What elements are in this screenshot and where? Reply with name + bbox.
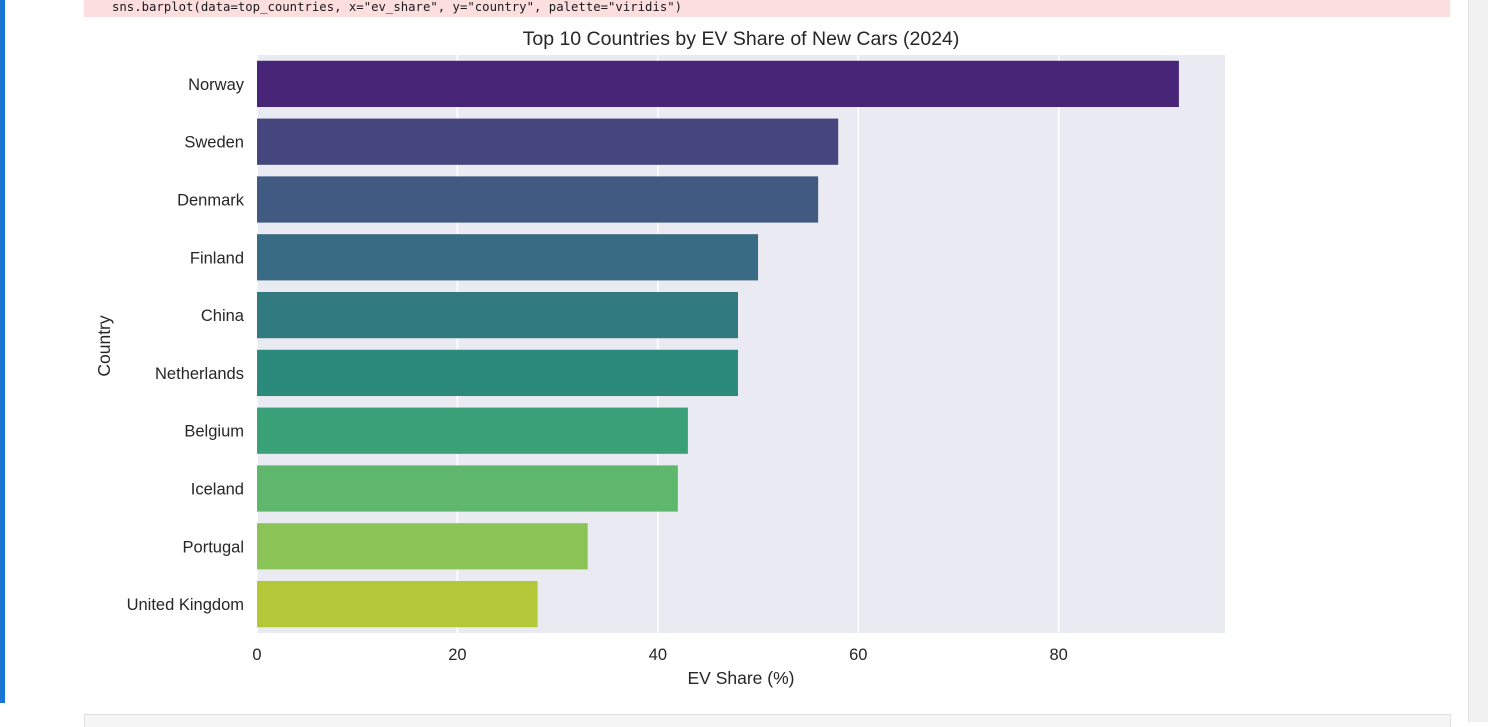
bar-united-kingdom	[257, 580, 538, 628]
y-tick-label: Belgium	[184, 423, 244, 441]
bar-sweden	[257, 118, 839, 165]
bar-finland	[257, 234, 759, 281]
bar-netherlands	[257, 349, 738, 397]
bar-iceland	[257, 465, 678, 512]
code-line: sns.barplot(data=top_countries, x="ev_sh…	[112, 0, 683, 14]
y-tick-label: Iceland	[191, 481, 244, 499]
scrollbar[interactable]	[1468, 0, 1488, 722]
bar-portugal	[257, 523, 588, 570]
y-axis-label: Country	[94, 315, 114, 377]
y-tick-label: Sweden	[184, 134, 244, 152]
x-axis-label: EV Share (%)	[688, 668, 795, 688]
x-tick-label: 20	[448, 646, 466, 664]
y-tick-label: Denmark	[177, 192, 245, 210]
y-tick-label: Norway	[188, 76, 245, 94]
x-tick-label: 80	[1049, 646, 1067, 664]
y-tick-label: Portugal	[183, 538, 244, 556]
y-tick-label: United Kingdom	[127, 596, 244, 614]
y-tick-label: China	[201, 307, 245, 325]
bar-norway	[257, 60, 1179, 108]
bar-denmark	[257, 176, 819, 223]
stderr-output	[84, 0, 1450, 17]
y-tick-label: Netherlands	[155, 365, 244, 383]
bar-china	[257, 291, 738, 339]
active-cell-indicator	[0, 0, 5, 703]
x-tick-label: 40	[649, 646, 667, 664]
x-tick-label: 0	[252, 646, 261, 664]
chart-title: Top 10 Countries by EV Share of New Cars…	[523, 28, 960, 50]
y-tick-label: Finland	[190, 249, 244, 267]
x-tick-label: 60	[849, 646, 867, 664]
next-cell[interactable]	[84, 714, 1451, 727]
bar-belgium	[257, 407, 688, 454]
